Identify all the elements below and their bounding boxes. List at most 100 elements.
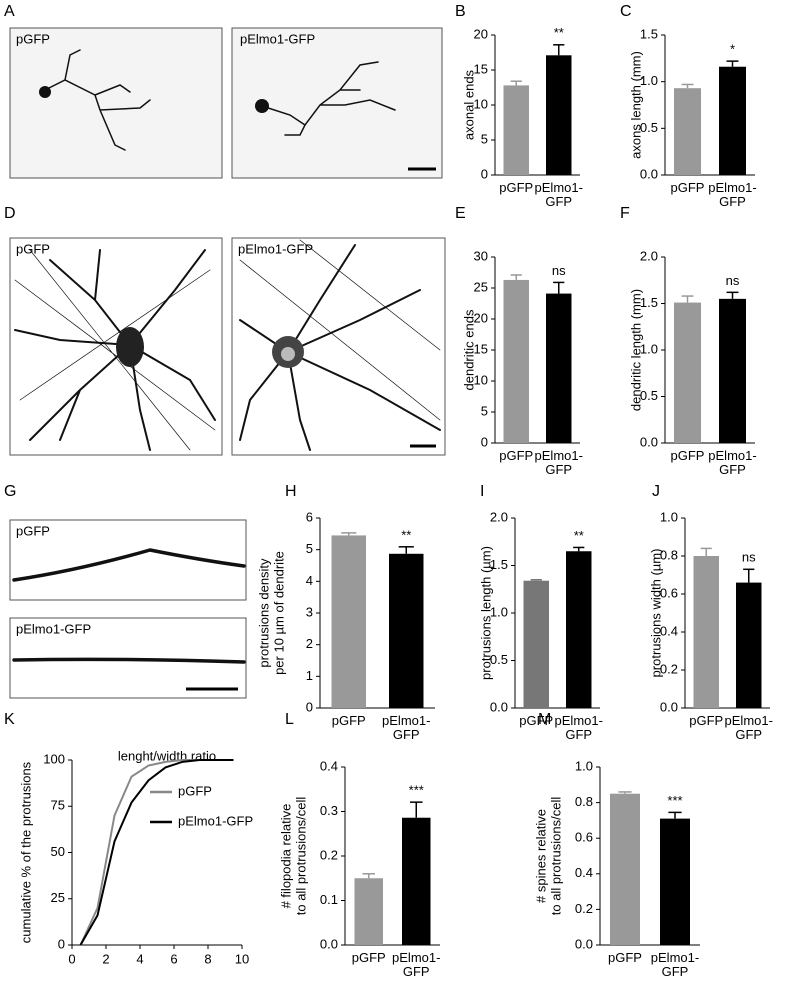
y-tick-label: 25	[51, 890, 65, 905]
y-tick-label: 0.2	[575, 901, 593, 916]
neuron	[44, 49, 151, 151]
x-tick-label: pElmo1-GFP	[724, 713, 773, 742]
y-axis-label: protrusions length (µm)	[478, 546, 493, 680]
bar	[331, 535, 366, 708]
bar	[719, 298, 746, 443]
x-tick-label: pGFP	[499, 448, 534, 463]
y-tick-label: 10	[474, 96, 488, 111]
y-axis-label: to all protrusions/cell	[293, 797, 308, 916]
legend-label: pGFP	[178, 783, 212, 798]
y-tick-label: 2	[306, 636, 313, 651]
panel-letter: J	[652, 483, 660, 500]
y-tick-label: 20	[474, 310, 488, 325]
x-tick-label: pElmo1-GFP	[708, 180, 757, 209]
x-tick-label: 4	[136, 951, 143, 966]
soma	[255, 99, 269, 113]
x-tick-label: pGFP	[670, 180, 705, 195]
x-tick-label: pGFP	[331, 713, 366, 728]
neuron	[239, 244, 441, 451]
y-tick-label: 2.0	[640, 248, 658, 263]
y-tick-label: 1.5	[640, 26, 658, 41]
x-tick-label: pElmo1-GFP	[392, 950, 441, 979]
y-axis-label: per 10 µm of dendrite	[271, 551, 286, 675]
y-tick-label: 15	[474, 341, 488, 356]
neuron	[261, 61, 396, 136]
soma	[116, 327, 144, 367]
bar	[674, 302, 701, 443]
image-label: pElmo1-GFP	[238, 241, 313, 256]
y-tick-label: 1	[306, 668, 313, 683]
image-label: pGFP	[16, 241, 50, 256]
panel-letter: A	[4, 3, 15, 20]
y-tick-label: 5	[481, 403, 488, 418]
significance: ns	[552, 263, 566, 278]
y-tick-label: 0.0	[490, 699, 508, 714]
panel-letter: K	[4, 711, 15, 728]
y-tick-label: 0.0	[640, 434, 658, 449]
y-axis-label: to all protrusions/cell	[548, 797, 563, 916]
x-tick-label: pGFP	[608, 950, 642, 965]
y-axis-label: protrusions density	[256, 558, 271, 668]
y-tick-label: 0.6	[575, 830, 593, 845]
panel-letter: H	[285, 483, 297, 500]
y-tick-label: 0	[58, 936, 65, 951]
y-axis-label: # filopodia relative	[278, 804, 293, 909]
y-tick-label: 1.0	[490, 604, 508, 619]
y-tick-label: 0.4	[320, 758, 338, 773]
x-tick-label: pElmo1-GFP	[708, 448, 757, 477]
y-tick-label: 1.0	[640, 341, 658, 356]
y-axis-label: axonal ends	[461, 69, 476, 140]
x-tick-label: 2	[102, 951, 109, 966]
y-tick-label: 50	[51, 844, 65, 859]
significance: ***	[409, 783, 424, 798]
y-tick-label: 0.6	[660, 585, 678, 600]
y-axis-label: axons length (mm)	[628, 51, 643, 159]
significance: **	[554, 25, 564, 40]
y-tick-label: 0.5	[640, 120, 658, 135]
panel-letter: B	[455, 3, 466, 20]
y-tick-label: 1.0	[575, 758, 593, 773]
y-tick-label: 2.0	[490, 509, 508, 524]
y-tick-label: 0.8	[660, 547, 678, 562]
x-tick-label: pElmo1-GFP	[534, 180, 583, 209]
y-tick-label: 0.0	[575, 936, 593, 951]
x-tick-label: 6	[170, 951, 177, 966]
x-tick-label: 0	[68, 951, 75, 966]
bar	[719, 66, 746, 175]
y-tick-label: 0.2	[320, 847, 338, 862]
dendrite	[12, 548, 246, 582]
soma	[39, 86, 51, 98]
y-tick-label: 100	[43, 751, 65, 766]
y-tick-label: 20	[474, 26, 488, 41]
line-series	[79, 759, 234, 946]
bar	[402, 817, 431, 945]
y-tick-label: 6	[306, 509, 313, 524]
bar	[503, 279, 529, 443]
y-tick-label: 0.0	[660, 699, 678, 714]
panel-letter: F	[620, 205, 630, 222]
significance: ns	[726, 273, 740, 288]
y-tick-label: 0	[481, 166, 488, 181]
y-tick-label: 30	[474, 248, 488, 263]
image-label: pGFP	[16, 31, 50, 46]
y-tick-label: 1.0	[640, 73, 658, 88]
bar	[566, 551, 592, 708]
y-tick-label: 5	[306, 541, 313, 556]
y-tick-label: 0.5	[640, 388, 658, 403]
bar	[693, 556, 719, 708]
image-label: pElmo1-GFP	[16, 621, 91, 636]
y-tick-label: 15	[474, 61, 488, 76]
bar	[660, 818, 690, 945]
y-tick-label: 75	[51, 798, 65, 813]
y-tick-label: 1.5	[490, 557, 508, 572]
y-axis-label: # spines relative	[533, 809, 548, 903]
bar	[546, 55, 572, 175]
panel-letter: I	[480, 483, 484, 500]
bar	[354, 878, 383, 945]
y-tick-label: 0.8	[575, 794, 593, 809]
micrograph	[9, 27, 223, 179]
bar	[546, 293, 572, 443]
x-tick-label: pGFP	[670, 448, 705, 463]
